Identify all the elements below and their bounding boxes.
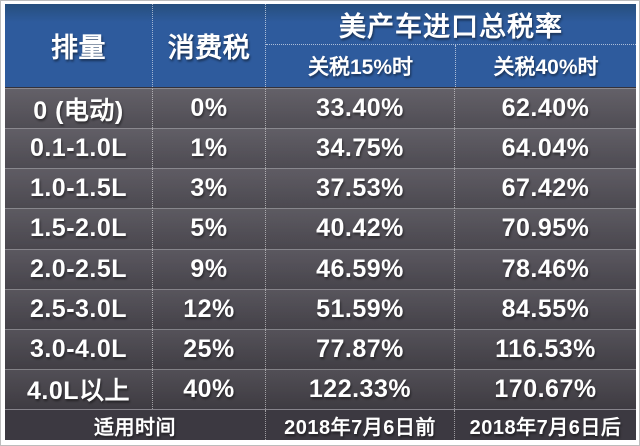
row-displacement: 0 (电动) xyxy=(5,88,152,129)
row-displacement: 1.0-1.5L xyxy=(5,168,152,209)
row-displacement: 1.5-2.0L xyxy=(5,208,152,249)
table-footer: 适用时间 2018年7月6日前 2018年7月6日后 xyxy=(5,409,636,440)
footer-date-after: 2018年7月6日后 xyxy=(454,410,636,440)
header-tariff-15: 关税15%时 xyxy=(307,56,414,79)
row-consumption-tax: 40% xyxy=(152,368,265,409)
row-rate-tariff-15: 122.33% xyxy=(265,368,454,409)
row-rate-tariff-15: 51.59% xyxy=(265,288,454,329)
row-rate-tariff-40: 170.67% xyxy=(454,368,636,409)
row-displacement: 2.0-2.5L xyxy=(5,248,152,289)
header-subrow: 关税15%时 关税40%时 xyxy=(266,45,636,87)
header-tariff-40: 关税40%时 xyxy=(455,45,636,87)
header-import-tax-group: 美产车进口总税率 关税15%时 关税40%时 xyxy=(265,4,636,87)
tax-rate-table: 排量 消费税 美产车进口总税率 关税15%时 关税40%时 0 (电动) 0% 33… xyxy=(5,4,636,440)
row-rate-tariff-15: 40.42% xyxy=(265,208,454,249)
row-rate-tariff-40: 78.46% xyxy=(454,248,636,289)
header-group-title: 美产车进口总税率 xyxy=(266,4,636,45)
row-displacement: 3.0-4.0L xyxy=(5,328,152,369)
footer-applicable-time-label: 适用时间 xyxy=(94,416,176,439)
row-rate-tariff-15: 34.75% xyxy=(265,128,454,169)
row-rate-tariff-40: 62.40% xyxy=(454,88,636,129)
table-body: 0 (电动) 0% 33.40% 62.40% 0.1-1.0L 1% 34.75% 64.0… xyxy=(5,88,636,409)
row-rate-tariff-15: 77.87% xyxy=(265,328,454,369)
row-rate-tariff-40: 67.42% xyxy=(454,168,636,209)
row-rate-tariff-15: 37.53% xyxy=(265,168,454,209)
row-rate-tariff-40: 116.53% xyxy=(454,328,636,369)
row-rate-tariff-40: 70.95% xyxy=(454,208,636,249)
row-consumption-tax: 25% xyxy=(152,328,265,369)
row-consumption-tax: 1% xyxy=(152,128,265,169)
header-consumption-tax: 消费税 xyxy=(152,4,265,87)
row-rate-tariff-40: 84.55% xyxy=(454,288,636,329)
row-consumption-tax: 0% xyxy=(152,88,265,129)
row-displacement: 4.0L以上 xyxy=(5,368,152,409)
header-displacement: 排量 xyxy=(51,33,106,63)
row-rate-tariff-40: 64.04% xyxy=(454,128,636,169)
row-consumption-tax: 12% xyxy=(152,288,265,329)
row-consumption-tax: 3% xyxy=(152,168,265,209)
row-displacement: 2.5-3.0L xyxy=(5,288,152,329)
row-consumption-tax: 5% xyxy=(152,208,265,249)
row-consumption-tax: 9% xyxy=(152,248,265,289)
footer-date-before: 2018年7月6日前 xyxy=(265,410,454,440)
table-header: 排量 消费税 美产车进口总税率 关税15%时 关税40%时 xyxy=(5,4,636,88)
row-displacement: 0.1-1.0L xyxy=(5,128,152,169)
row-rate-tariff-15: 33.40% xyxy=(265,88,454,129)
row-rate-tariff-15: 46.59% xyxy=(265,248,454,289)
